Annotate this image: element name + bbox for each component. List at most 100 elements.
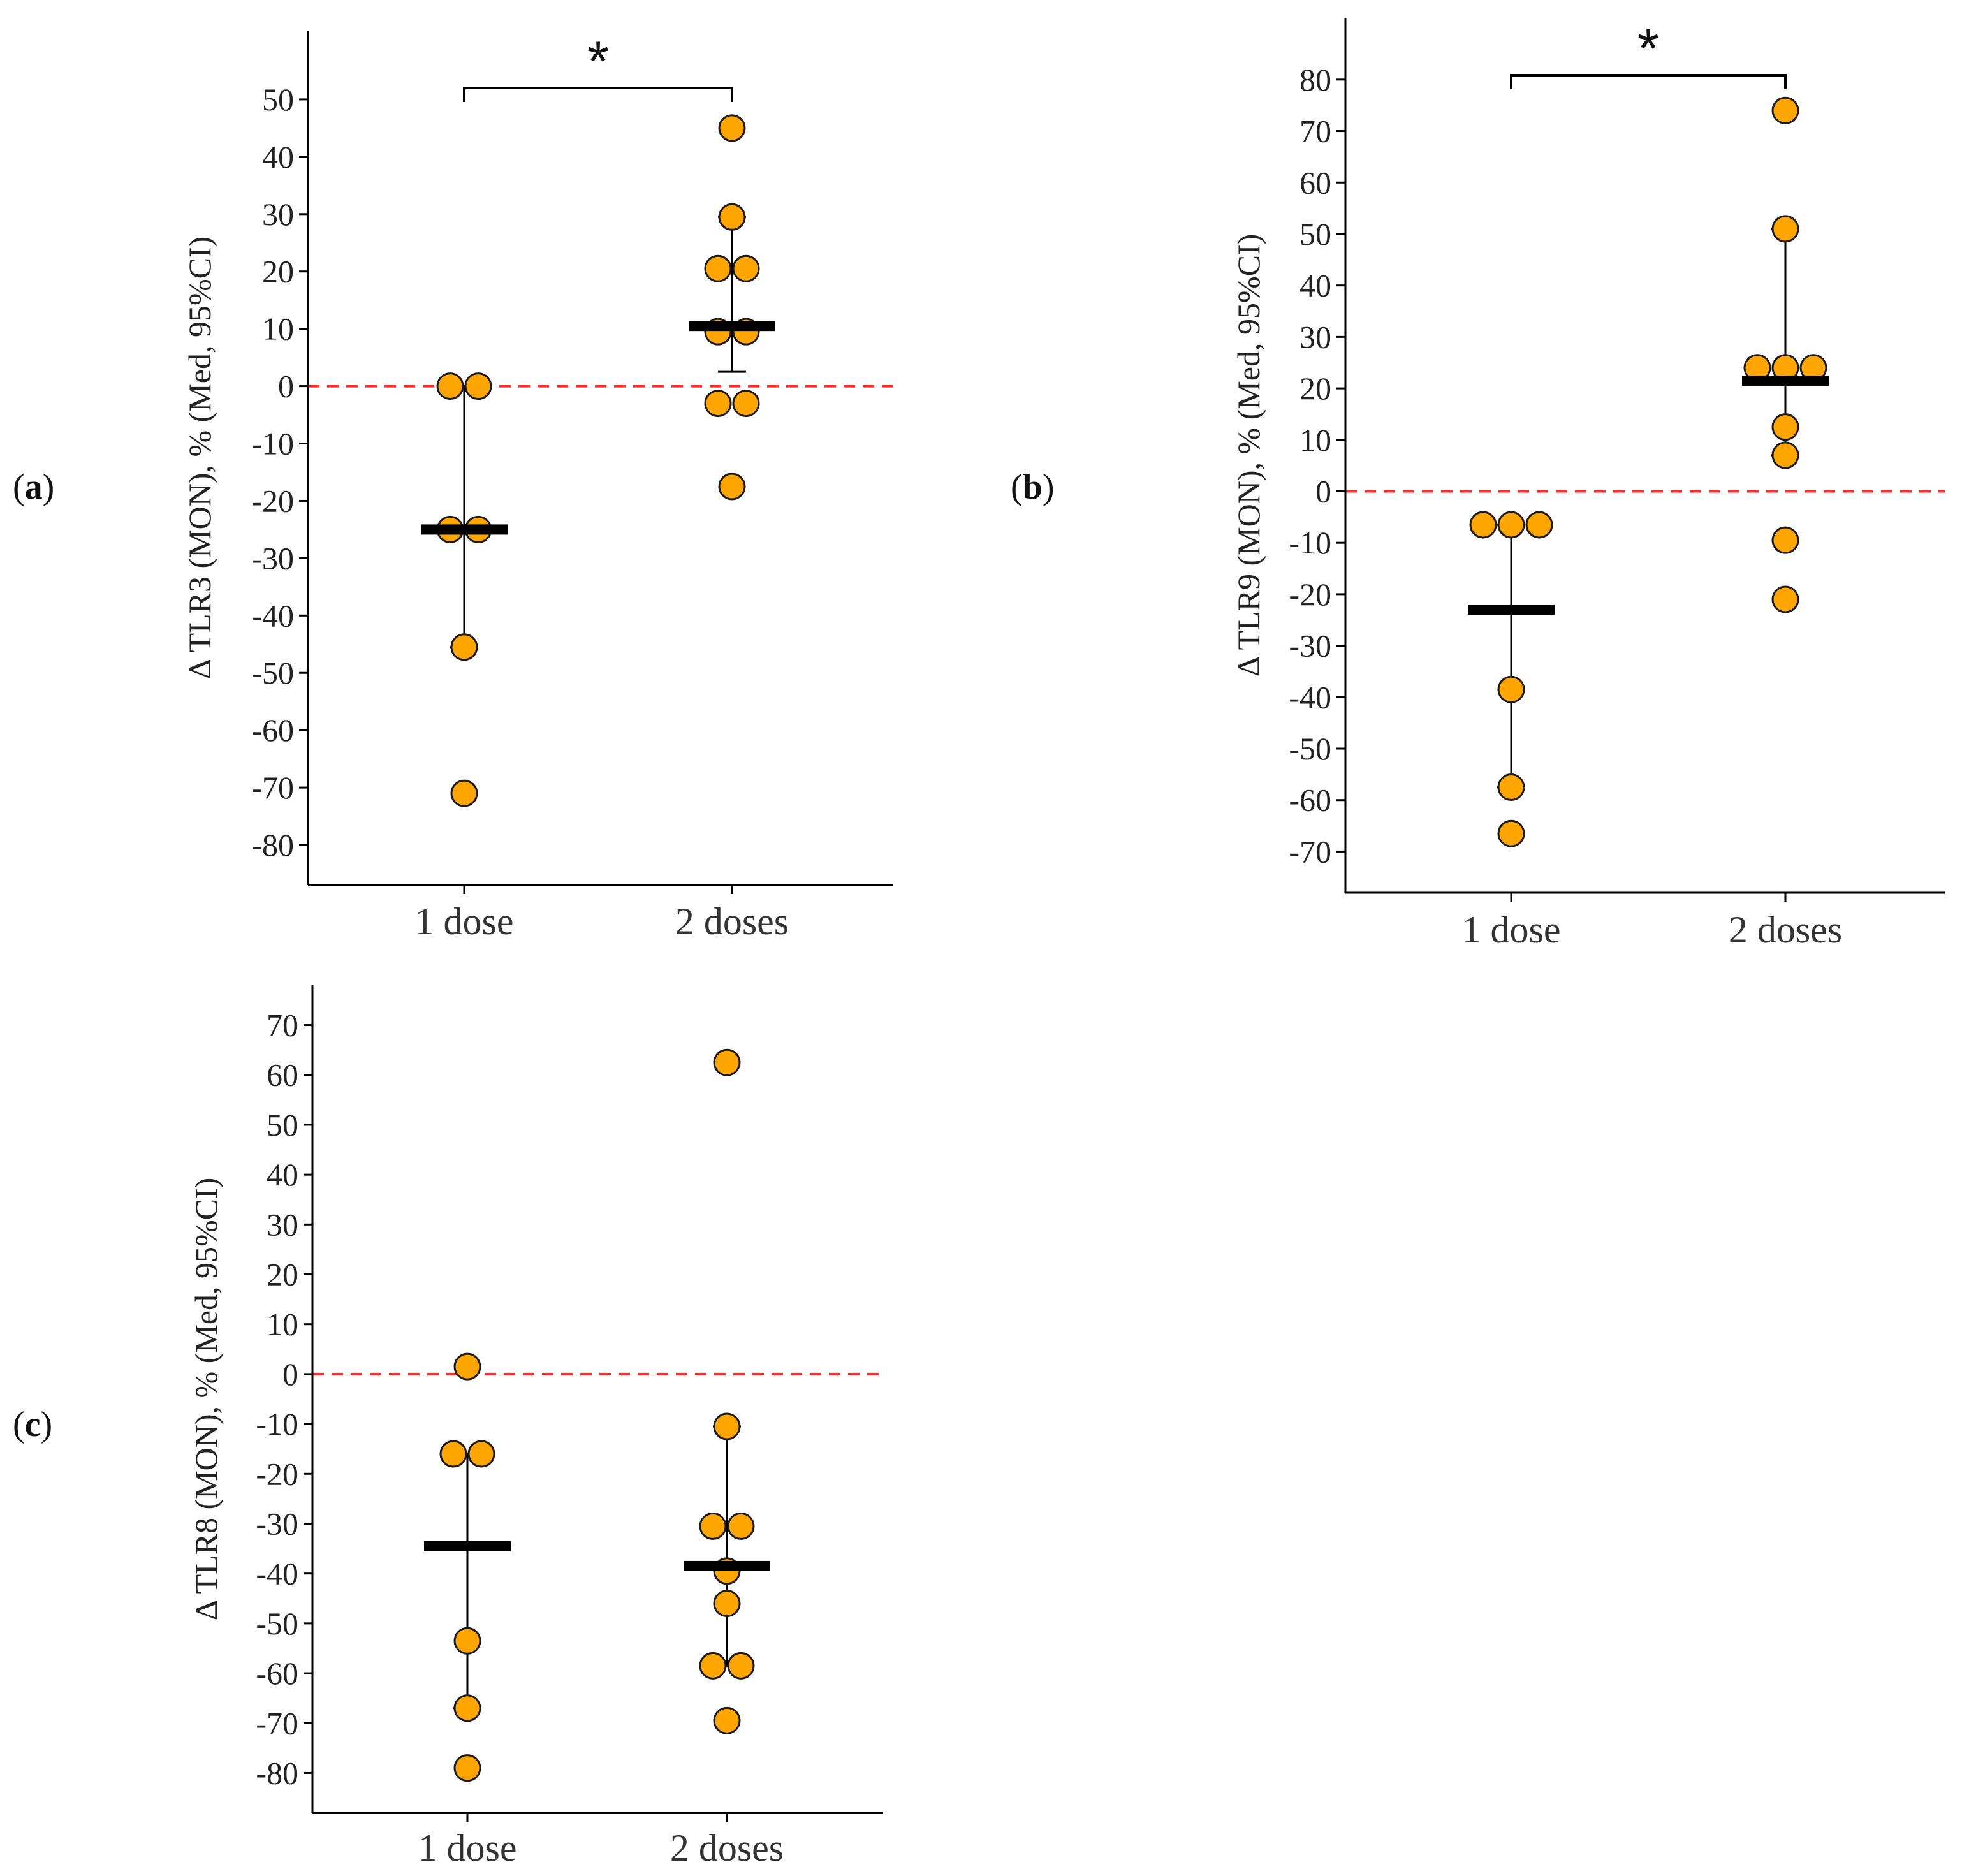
y-tick-label: 70: [1299, 114, 1331, 149]
panel-label-c: (c): [13, 1405, 52, 1444]
significance-bracket: [1510, 74, 1787, 89]
y-tick-label: -70: [251, 770, 294, 805]
data-point: [704, 390, 732, 418]
x-category-label: 1 dose: [1462, 909, 1561, 951]
y-tick-label: -20: [1289, 576, 1331, 612]
y-tick-label: -60: [1289, 782, 1331, 818]
data-point: [718, 203, 746, 231]
median-bar: [689, 321, 775, 332]
x-category-label: 1 dose: [418, 1827, 517, 1869]
data-point: [713, 1706, 741, 1734]
y-tick-label: 20: [1299, 370, 1331, 406]
y-tick-label: -50: [256, 1606, 298, 1641]
data-point: [727, 1652, 755, 1680]
y-tick-label: -70: [256, 1705, 298, 1741]
y-tick-label: 60: [1299, 165, 1331, 200]
y-axis-title: Δ TLR9 (MON), % (Med, 95%CI): [1231, 234, 1266, 677]
significance-bracket: [463, 87, 733, 102]
y-tick-label: 10: [267, 1307, 298, 1342]
panel-label-a: (a): [13, 467, 54, 507]
y-tick-label: -30: [1289, 628, 1331, 664]
y-tick-label: -60: [251, 712, 294, 748]
y-tick-label: -30: [256, 1506, 298, 1541]
y-tick-label: -10: [256, 1406, 298, 1442]
data-point: [1771, 413, 1799, 441]
y-tick-label: 40: [1299, 268, 1331, 304]
y-axis-title: Δ TLR8 (MON), % (Med, 95%CI): [188, 1178, 224, 1621]
median-bar: [1468, 605, 1555, 615]
data-point: [439, 1440, 467, 1468]
data-point: [1771, 96, 1799, 124]
y-tick-label: 10: [1299, 422, 1331, 458]
y-tick-label: -50: [1289, 731, 1331, 766]
y-tick-label: -40: [1289, 679, 1331, 715]
y-tick-label: -10: [251, 426, 294, 462]
x-category-label: 2 doses: [1729, 909, 1842, 951]
data-point: [732, 254, 760, 282]
y-tick-label: -30: [251, 540, 294, 576]
y-tick-label: 0: [282, 1356, 298, 1392]
data-point: [727, 1512, 755, 1540]
y-tick-label: 30: [267, 1206, 298, 1242]
data-point: [1771, 215, 1799, 243]
median-bar: [1742, 375, 1829, 386]
x-category-label: 2 doses: [670, 1827, 784, 1869]
data-point: [713, 1048, 741, 1076]
y-tick-label: 50: [267, 1107, 298, 1143]
y-tick-label: 40: [262, 139, 294, 175]
data-point: [1771, 526, 1799, 554]
y-tick-label: -80: [251, 827, 294, 863]
data-point: [453, 1352, 481, 1381]
y-tick-label: -10: [1289, 525, 1331, 561]
x-category-label: 1 dose: [415, 900, 514, 942]
panel-label-b: (b): [1011, 467, 1054, 507]
y-tick-label: -70: [1289, 833, 1331, 869]
data-point: [1469, 511, 1497, 539]
y-tick-label: -80: [256, 1755, 298, 1791]
data-point: [1497, 773, 1525, 802]
y-tick-label: -60: [256, 1655, 298, 1691]
y-tick-label: 30: [1299, 319, 1331, 355]
data-point: [713, 1590, 741, 1618]
y-tick-label: 50: [1299, 216, 1331, 252]
data-point: [1525, 511, 1553, 539]
significance-star: *: [587, 29, 609, 92]
y-tick-label: 0: [1315, 473, 1331, 509]
y-tick-label: 10: [262, 311, 294, 347]
y-tick-label: -40: [256, 1556, 298, 1592]
panel-a-chart: -80 -70 -60 -50 -40 -30 -20 -10 0 10 20 30 40 50 1 dos…: [182, 29, 893, 942]
panel-c-chart: -80 -70 -60 -50 -40 -30 -20 -10 0 10 20 30 40 50 60 70 1…: [188, 985, 883, 1869]
data-point: [699, 1512, 727, 1540]
data-point: [467, 1440, 495, 1468]
panel-letter-a: a: [25, 467, 43, 507]
y-tick-label: -50: [251, 655, 294, 691]
data-point: [1497, 819, 1525, 847]
y-tick-label: 20: [262, 254, 294, 289]
data-point: [450, 633, 478, 661]
data-point: [718, 114, 746, 142]
median-bar: [424, 1541, 511, 1551]
data-point: [453, 1694, 481, 1722]
y-tick-label: 0: [278, 369, 294, 404]
y-tick-label: 60: [267, 1057, 298, 1093]
data-point: [718, 473, 746, 501]
data-point: [732, 390, 760, 418]
y-tick-label: 80: [1299, 62, 1331, 98]
data-point: [1771, 441, 1799, 469]
panel-b-chart: -70 -60 -50 -40 -30 -20 -10 0 10 20 30 40 50 60 70 80 1 …: [1231, 17, 1945, 951]
y-tick-label: 40: [267, 1157, 298, 1192]
median-bar: [684, 1560, 770, 1571]
y-tick-label: 70: [267, 1008, 298, 1043]
data-point: [713, 1412, 741, 1440]
panel-letter-c: c: [25, 1405, 41, 1444]
x-category-label: 2 doses: [675, 900, 789, 942]
significance-star: *: [1637, 17, 1659, 80]
data-point: [1497, 675, 1525, 703]
y-axis-title: Δ TLR3 (MON), % (Med, 95%CI): [182, 237, 217, 680]
data-point: [699, 1652, 727, 1680]
median-bar: [421, 524, 508, 535]
panel-letter-b: b: [1023, 467, 1043, 507]
y-tick-label: 20: [267, 1257, 298, 1293]
y-tick-label: 30: [262, 196, 294, 232]
data-point: [464, 372, 492, 400]
